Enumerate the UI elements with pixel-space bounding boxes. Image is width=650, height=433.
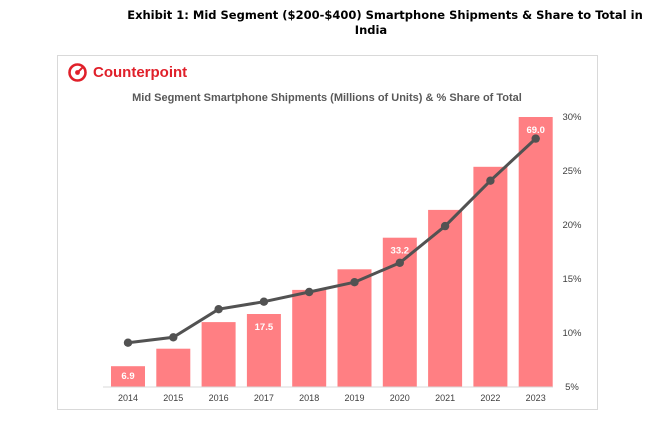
bar-2015: [156, 348, 191, 387]
bar-label-2020: 33.2: [391, 246, 410, 257]
x-tick-2020: 2020: [390, 393, 410, 403]
bar-2018: [292, 289, 327, 387]
bar-2023: [518, 117, 553, 387]
bars-group: [111, 117, 553, 387]
share-point-2022: [486, 176, 495, 185]
chart-title: Mid Segment Smartphone Shipments (Millio…: [132, 92, 522, 104]
exhibit-title-line1: Exhibit 1: Mid Segment ($200-$400) Smart…: [127, 8, 643, 22]
logo-text: Counterpoint: [93, 64, 188, 81]
y-tick-15%: 15%: [562, 274, 582, 285]
share-point-2023: [531, 134, 540, 143]
chart-frame: [57, 55, 598, 410]
share-point-2020: [395, 258, 404, 267]
bar-label-2023: 69.0: [526, 125, 545, 136]
bar-2017: [246, 314, 281, 387]
share-line-group: [123, 134, 540, 347]
x-tick-2017: 2017: [254, 393, 274, 403]
x-tick-2021: 2021: [435, 393, 455, 403]
bar-labels-group: 6.9 17.5 33.2 69.0: [121, 125, 545, 382]
x-tick-2018: 2018: [299, 393, 319, 403]
bar-label-2014: 6.9: [121, 371, 134, 382]
bar-2021: [428, 209, 463, 387]
x-tick-2014: 2014: [118, 393, 138, 403]
exhibit-title-line2: India: [354, 23, 388, 37]
y-tick-10%: 10%: [562, 328, 582, 339]
x-tick-2016: 2016: [209, 393, 229, 403]
share-point-2021: [440, 221, 450, 231]
y-tick-25%: 25%: [562, 166, 582, 177]
bar-2014: [111, 366, 145, 387]
x-tick-2015: 2015: [163, 393, 183, 403]
y-tick-5%: 5%: [565, 382, 579, 393]
x-tick-2023: 2023: [526, 393, 546, 403]
y-tick-20%: 20%: [562, 220, 582, 231]
x-tick-2022: 2022: [480, 393, 500, 403]
bar-2022: [473, 166, 508, 387]
counterpoint-logo: Counterpoint: [68, 63, 187, 82]
share-point-2018: [305, 287, 314, 297]
share-point-2015: [169, 333, 178, 342]
share-point-2016: [214, 305, 223, 314]
share-point-2017: [259, 297, 269, 306]
bar-2019: [337, 269, 372, 387]
y-axis-right-ticks: 5% 10% 15% 20% 25% 30%: [562, 112, 582, 393]
share-point-2014: [123, 338, 133, 347]
share-line: [127, 137, 537, 345]
x-axis-ticks: 2014 2015 2016 2017 2018 2019 2020 2021 2022 2023: [118, 393, 546, 403]
counterpoint-logo-icon: [68, 63, 87, 82]
exhibit-title: Exhibit 1: Mid Segment ($200-$400) Smart…: [0, 8, 650, 38]
share-point-2019: [350, 278, 359, 287]
bar-label-2017: 17.5: [255, 322, 274, 333]
x-tick-2019: 2019: [344, 393, 364, 403]
y-tick-30%: 30%: [562, 112, 582, 123]
bar-2016: [201, 322, 236, 387]
